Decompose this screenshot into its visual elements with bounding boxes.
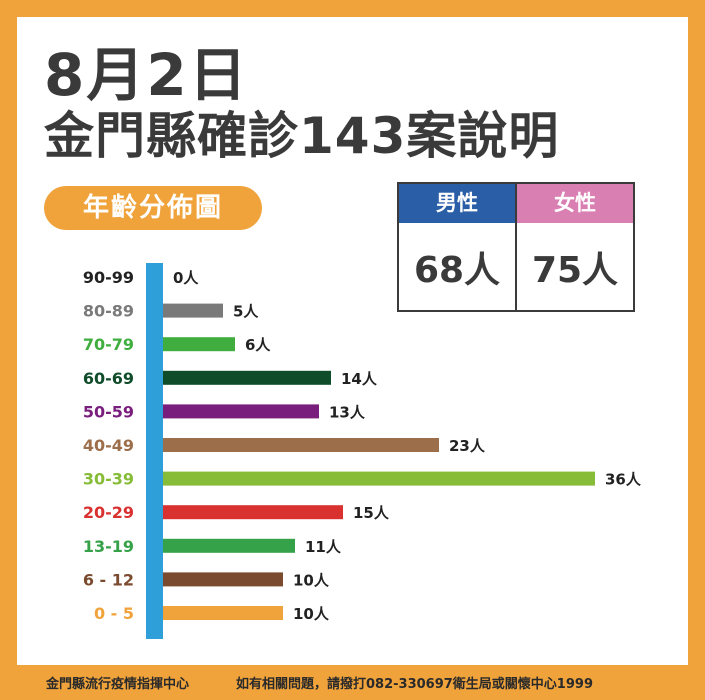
bar	[163, 404, 319, 419]
title-date: 8月2日	[44, 41, 249, 109]
value-label: 23人	[449, 437, 486, 455]
female-count: 75人	[531, 249, 619, 291]
value-label: 10人	[293, 605, 330, 623]
footer-organization: 金門縣流行疫情指揮中心	[46, 677, 190, 692]
category-label: 40-49	[83, 436, 134, 455]
value-label: 15人	[353, 504, 390, 522]
title-main: 金門縣確診143案說明	[44, 107, 560, 165]
bar	[163, 303, 223, 318]
bar	[163, 538, 295, 553]
value-label: 14人	[341, 370, 378, 388]
category-label: 0 - 5	[94, 604, 134, 623]
gender-table: 男性 68人 女性 75人	[397, 182, 635, 312]
category-label: 6 - 12	[83, 570, 134, 589]
value-label: 11人	[305, 538, 342, 556]
age-distribution-label: 年齡分佈圖	[44, 186, 262, 230]
female-header: 女性	[517, 184, 633, 223]
category-label: 70-79	[83, 335, 134, 354]
category-label: 13-19	[83, 537, 134, 556]
value-label: 0人	[173, 269, 199, 287]
y-axis-bar	[146, 263, 163, 639]
male-count: 68人	[413, 249, 501, 291]
bar	[163, 438, 439, 452]
category-label: 20-29	[83, 503, 134, 522]
male-header: 男性	[399, 184, 515, 223]
value-label: 5人	[233, 303, 259, 321]
category-label: 60-69	[83, 369, 134, 388]
content-card	[17, 17, 688, 665]
value-label: 10人	[293, 571, 330, 589]
category-label: 50-59	[83, 402, 134, 421]
footer: 金門縣流行疫情指揮中心 如有相關問題，請撥打082-330697衛生局或關懷中心…	[0, 665, 705, 700]
bar	[163, 370, 331, 385]
value-label: 6人	[245, 336, 271, 354]
bar	[163, 505, 343, 520]
category-label: 90-99	[83, 268, 134, 287]
value-label: 13人	[329, 403, 366, 421]
category-label: 30-39	[83, 470, 134, 489]
age-bar-chart: 90-99 0人 80-89 5人 70-79 6人 60-69 14人 50-59 13人 40-…	[83, 263, 642, 639]
bar	[163, 337, 235, 352]
category-label: 80-89	[83, 302, 134, 321]
value-label: 36人	[605, 471, 642, 489]
female-column: 女性 75人	[515, 184, 633, 310]
bar	[163, 606, 283, 620]
bar	[163, 572, 283, 587]
male-column: 男性 68人	[399, 184, 515, 310]
footer-contact: 如有相關問題，請撥打082-330697衛生局或關懷中心1999	[236, 677, 593, 692]
bar	[163, 471, 595, 486]
